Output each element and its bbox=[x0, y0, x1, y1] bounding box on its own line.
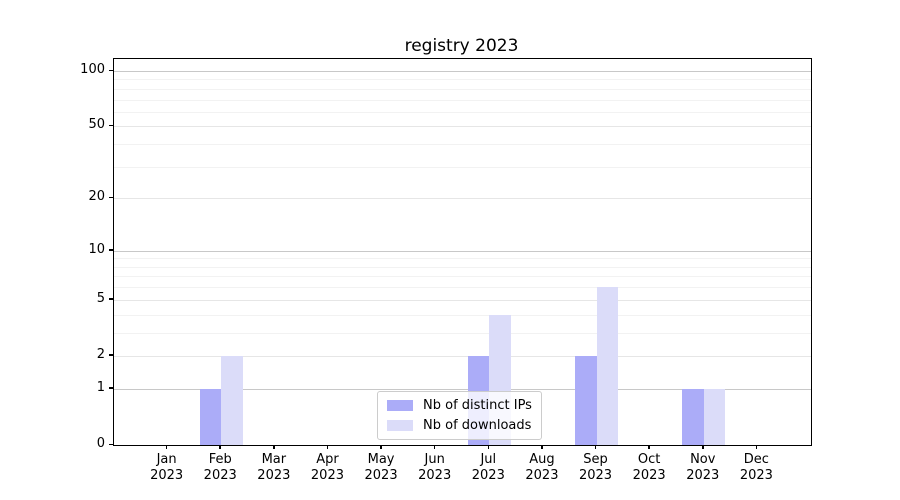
gridline-minor bbox=[114, 144, 811, 146]
x-tick-label: Jul 2023 bbox=[471, 452, 505, 483]
x-tick-mark bbox=[219, 445, 221, 449]
x-tick-label: Apr 2023 bbox=[310, 452, 344, 483]
gridline-major bbox=[114, 299, 811, 301]
chart-title: registry 2023 bbox=[404, 36, 519, 56]
x-tick-label: Jan 2023 bbox=[150, 452, 184, 483]
y-tick-label: 20 bbox=[88, 189, 105, 205]
y-tick-label: 0 bbox=[96, 436, 105, 451]
gridline-major bbox=[114, 71, 811, 72]
x-tick-label: May 2023 bbox=[364, 452, 398, 483]
x-tick-label: Dec 2023 bbox=[739, 452, 773, 483]
x-tick-mark bbox=[380, 445, 382, 449]
bar-downloads bbox=[221, 355, 243, 445]
x-tick-label: Feb 2023 bbox=[203, 452, 237, 483]
x-tick-mark bbox=[594, 445, 597, 449]
gridline-major bbox=[114, 388, 811, 390]
gridline-major bbox=[114, 355, 811, 357]
y-tick-mark bbox=[109, 196, 113, 199]
y-tick-mark bbox=[109, 69, 113, 71]
plot-area bbox=[113, 58, 812, 446]
x-tick-label: Oct 2023 bbox=[632, 452, 666, 483]
legend-item-downloads: Nb of downloads bbox=[387, 418, 532, 433]
y-tick-mark bbox=[109, 249, 113, 251]
x-tick-label: Mar 2023 bbox=[257, 452, 291, 483]
y-tick-mark bbox=[109, 443, 113, 445]
legend-item-distinct-ips: Nb of distinct IPs bbox=[387, 398, 532, 413]
gridline-minor bbox=[114, 314, 811, 316]
legend: Nb of distinct IPs Nb of downloads bbox=[377, 391, 542, 440]
x-tick-label: Sep 2023 bbox=[578, 452, 613, 483]
legend-swatch-distinct-ips bbox=[387, 400, 413, 411]
gridline-minor bbox=[114, 88, 811, 90]
bar-downloads bbox=[703, 388, 726, 445]
y-tick-label: 10 bbox=[88, 241, 105, 257]
y-tick-mark bbox=[109, 124, 113, 127]
gridline-minor bbox=[114, 276, 811, 278]
y-tick-label: 5 bbox=[96, 290, 105, 306]
x-tick-mark bbox=[648, 445, 650, 449]
y-tick-mark bbox=[109, 387, 113, 389]
gridline-minor bbox=[114, 166, 811, 168]
x-tick-label: Aug 2023 bbox=[525, 452, 559, 483]
x-tick-mark bbox=[487, 445, 490, 449]
legend-label-distinct-ips: Nb of distinct IPs bbox=[423, 398, 532, 413]
y-tick-mark bbox=[109, 298, 113, 300]
x-tick-mark bbox=[702, 445, 704, 449]
gridline-minor bbox=[114, 99, 811, 101]
y-tick-label: 1 bbox=[96, 379, 105, 395]
y-tick-label: 100 bbox=[80, 62, 105, 77]
bar-distinct-ips bbox=[199, 388, 222, 445]
gridline-major bbox=[114, 126, 811, 128]
gridline-minor bbox=[114, 266, 811, 268]
bar-distinct-ips bbox=[575, 355, 597, 445]
x-tick-mark bbox=[755, 445, 758, 449]
gridline-minor bbox=[114, 79, 811, 81]
legend-label-downloads: Nb of downloads bbox=[423, 418, 532, 433]
legend-swatch-downloads bbox=[387, 420, 413, 431]
x-tick-mark bbox=[541, 445, 543, 449]
gridline-major bbox=[114, 198, 811, 200]
y-tick-label: 2 bbox=[96, 346, 105, 362]
gridline-minor bbox=[114, 287, 811, 289]
gridline-minor bbox=[114, 111, 811, 113]
bar-downloads bbox=[596, 287, 618, 445]
y-tick-label: 50 bbox=[88, 117, 105, 133]
x-tick-mark bbox=[273, 445, 275, 449]
x-tick-mark bbox=[326, 445, 329, 449]
x-tick-mark bbox=[165, 445, 168, 449]
y-tick-mark bbox=[109, 354, 113, 356]
x-tick-label: Jun 2023 bbox=[418, 452, 452, 483]
gridline-minor bbox=[114, 332, 811, 334]
x-tick-label: Nov 2023 bbox=[686, 452, 720, 483]
x-tick-mark bbox=[433, 445, 436, 449]
bar-distinct-ips bbox=[682, 388, 704, 445]
gridline-minor bbox=[114, 258, 811, 260]
gridline-major bbox=[114, 250, 811, 252]
